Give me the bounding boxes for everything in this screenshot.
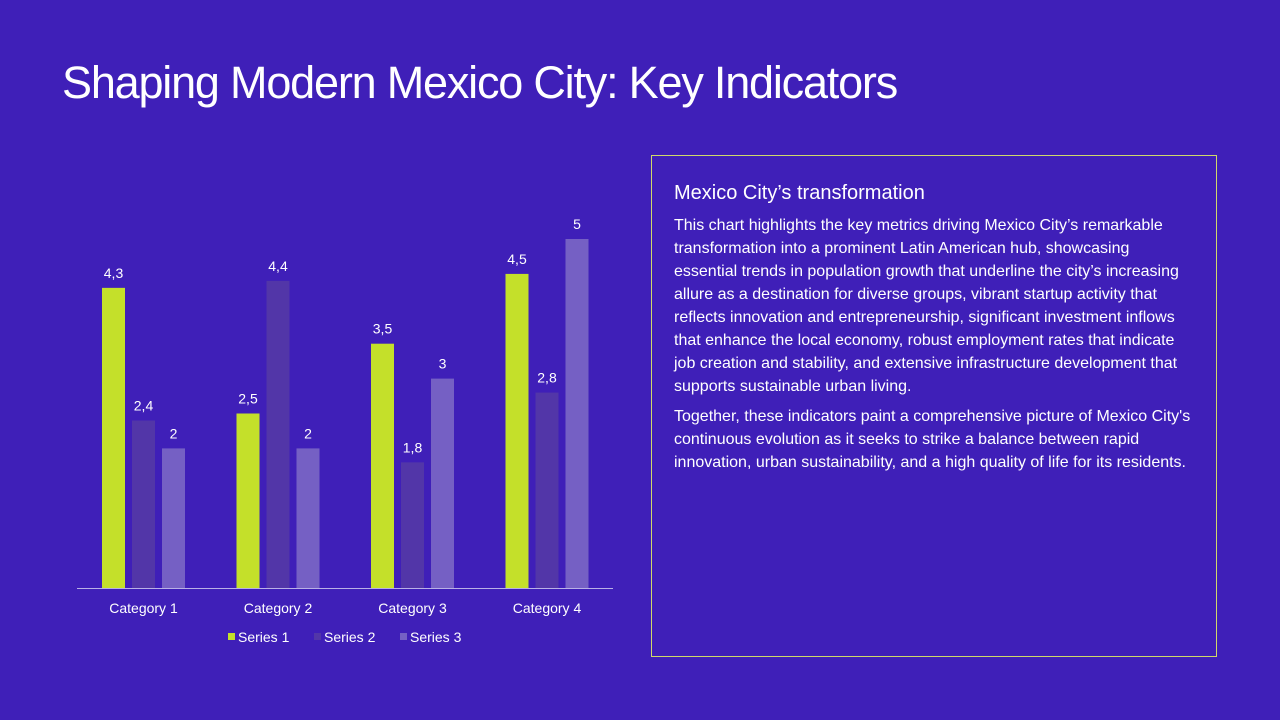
legend-label-series-2: Series 2 [324, 629, 376, 645]
bar-chart: 4,3 2,4 2 Category 1 2,5 4,4 2 Category 2 3,5 1,8… [77, 216, 613, 645]
bar-series-3-category-4 [565, 239, 589, 588]
bar-series-1-category-1 [102, 287, 125, 588]
data-label-series-3-category-1: 2 [170, 425, 178, 441]
category-label-4: Category 4 [513, 600, 582, 616]
bar-series-1-category-2 [236, 413, 260, 588]
bar-series-2-category-1 [132, 420, 155, 588]
legend-swatch-series-2 [314, 633, 321, 640]
category-label-2: Category 2 [244, 600, 313, 616]
bar-series-2-category-4 [535, 392, 559, 588]
data-label-series-1-category-2: 2,5 [238, 391, 258, 407]
data-label-series-2-category-1: 2,4 [134, 397, 154, 413]
data-label-series-3-category-3: 3 [439, 356, 447, 372]
bar-series-3-category-2 [296, 448, 320, 588]
bar-series-2-category-3 [401, 462, 424, 588]
bar-series-2-category-2 [266, 280, 290, 588]
data-label-series-2-category-4: 2,8 [537, 370, 557, 386]
bar-series-3-category-3 [431, 378, 454, 588]
data-label-series-3-category-4: 5 [573, 216, 581, 232]
legend-label-series-3: Series 3 [410, 629, 462, 645]
data-label-series-2-category-3: 1,8 [403, 439, 423, 455]
box-heading: Mexico City’s transformation [674, 182, 925, 204]
legend-swatch-series-1 [228, 633, 235, 640]
box-paragraph-2: Together, these indicators paint a compr… [674, 408, 1191, 471]
bar-series-1-category-3 [371, 343, 394, 588]
data-label-series-2-category-2: 4,4 [268, 258, 288, 274]
data-label-series-1-category-1: 4,3 [104, 265, 124, 281]
data-label-series-1-category-4: 4,5 [507, 251, 527, 267]
description-box: Mexico City’s transformation This chart … [651, 155, 1217, 657]
slide-title: Shaping Modern Mexico City: Key Indicato… [62, 57, 898, 108]
data-label-series-3-category-2: 2 [304, 425, 312, 441]
legend-label-series-1: Series 1 [238, 629, 290, 645]
bar-series-3-category-1 [162, 448, 185, 588]
data-label-series-1-category-3: 3,5 [373, 321, 393, 337]
bar-series-1-category-4 [505, 273, 529, 588]
legend-swatch-series-3 [400, 633, 407, 640]
category-label-3: Category 3 [378, 600, 447, 616]
category-label-1: Category 1 [109, 600, 178, 616]
box-paragraph-1: This chart highlights the key metrics dr… [674, 217, 1179, 395]
